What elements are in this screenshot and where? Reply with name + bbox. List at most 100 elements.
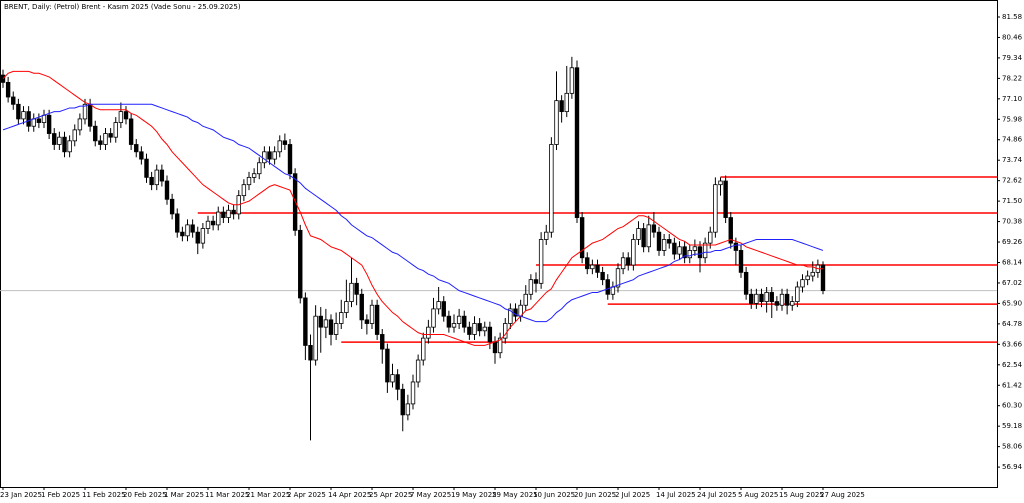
candle-body: [11, 96, 16, 105]
candle-body: [216, 211, 221, 226]
y-tick-label: 77.10: [1002, 95, 1022, 103]
candle-body: [405, 403, 411, 416]
candle-body: [251, 173, 257, 178]
candle-body: [72, 129, 77, 142]
x-tick-label: 7 May 2025: [410, 491, 451, 499]
x-tick-label: 14 Apr 2025: [328, 491, 371, 499]
candle-body: [128, 118, 134, 145]
candle-body: [67, 140, 72, 153]
candle-body: [210, 220, 216, 226]
x-tick-label: 1 Mar 2025: [164, 491, 204, 499]
candle-body: [349, 282, 354, 302]
candle-body: [702, 242, 708, 259]
candle-body: [185, 224, 190, 237]
candle-body: [585, 257, 590, 270]
candle-body: [549, 144, 554, 233]
candle-body: [446, 315, 452, 328]
candle-body: [164, 180, 170, 200]
y-tick-label: 69.26: [1002, 238, 1023, 246]
y-tick-label: 73.74: [1002, 156, 1023, 164]
candle-body: [246, 176, 252, 186]
candle-body: [795, 286, 800, 302]
candle-body: [708, 231, 713, 244]
candle-body: [221, 211, 226, 218]
x-tick-label: 27 Aug 2025: [820, 491, 865, 499]
candle-body: [21, 111, 26, 120]
y-tick-label: 59.18: [1002, 422, 1022, 430]
candle-body: [175, 213, 180, 233]
candle-body: [779, 293, 785, 306]
candle-body: [810, 271, 815, 277]
y-tick-label: 63.66: [1002, 340, 1023, 348]
candle-body: [620, 257, 626, 270]
candle-body: [46, 114, 52, 134]
x-tick-label: 11 Mar 2025: [205, 491, 249, 499]
x-tick-label: 15 Aug 2025: [779, 491, 824, 499]
candle-body: [303, 297, 308, 346]
candle-body: [380, 334, 385, 350]
candle-body: [600, 271, 605, 281]
y-tick-label: 62.54: [1002, 361, 1023, 369]
candle-body: [287, 144, 293, 175]
candle-body: [87, 103, 93, 127]
candle-body: [774, 301, 780, 306]
candle-body: [390, 374, 395, 383]
candle-body: [190, 224, 195, 233]
candle-body: [723, 180, 728, 218]
candle-body: [523, 293, 528, 306]
candle-body: [149, 176, 154, 186]
x-tick-label: 1 Feb 2025: [41, 491, 80, 499]
candle-body: [579, 217, 585, 259]
candle-body: [595, 264, 600, 273]
candle-body: [31, 118, 36, 127]
candle-body: [169, 198, 175, 215]
candle-body: [241, 184, 247, 197]
candle-body: [226, 209, 231, 218]
candle-body: [820, 264, 826, 292]
candle-body: [764, 292, 769, 302]
y-tick-label: 64.78: [1002, 320, 1022, 328]
candle-body: [687, 250, 692, 259]
candle-body: [262, 151, 267, 164]
candle-body: [626, 257, 631, 266]
candle-body: [26, 111, 31, 127]
candle-body: [62, 136, 67, 153]
x-tick-label: 29 May 2025: [492, 491, 538, 499]
candle-body: [477, 323, 482, 332]
candle-body: [180, 231, 185, 237]
candle-body: [123, 111, 129, 120]
candle-body: [790, 301, 795, 306]
x-tick-label: 19 May 2025: [451, 491, 497, 499]
candle-body: [354, 282, 359, 295]
candle-body: [139, 151, 144, 160]
y-tick-label: 67.02: [1002, 279, 1022, 287]
candle-body: [103, 133, 108, 145]
candle-body: [205, 220, 211, 229]
y-tick-label: 81.58: [1002, 13, 1022, 21]
x-tick-label: 21 Mar 2025: [246, 491, 290, 499]
candle-body: [52, 133, 57, 145]
candle-body: [682, 246, 687, 259]
x-tick-label: 20 Jun 2025: [574, 491, 616, 499]
candle-body: [738, 250, 744, 273]
candle-body: [456, 315, 462, 324]
candle-body: [200, 228, 206, 244]
candle-body: [754, 293, 759, 304]
candle-body: [267, 151, 272, 160]
y-tick-label: 74.86: [1002, 136, 1023, 144]
candle-body: [574, 67, 580, 218]
x-tick-label: 24 Jul 2025: [697, 491, 737, 499]
chart-title: BRENT, Daily: (Petrol) Brent - Kasım 202…: [4, 3, 241, 11]
x-tick-label: 25 Apr 2025: [369, 491, 412, 499]
candle-body: [134, 144, 139, 153]
candle-body: [503, 323, 508, 339]
candle-body: [451, 323, 457, 328]
y-tick-label: 60.30: [1002, 402, 1022, 410]
candle-body: [544, 231, 549, 240]
plot-frame: [0, 0, 998, 488]
candle-body: [784, 293, 790, 306]
y-tick-label: 70.38: [1002, 218, 1022, 226]
candle-body: [728, 217, 733, 244]
candle-body: [431, 308, 436, 328]
